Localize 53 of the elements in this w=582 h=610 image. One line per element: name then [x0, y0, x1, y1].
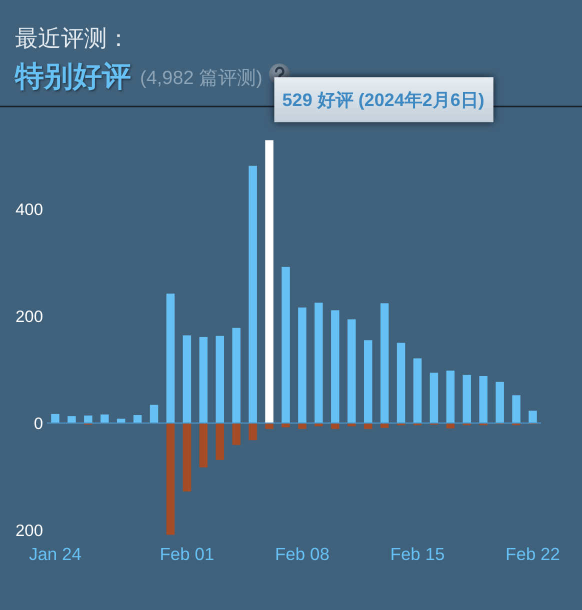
- bar: [133, 415, 142, 424]
- bar: [100, 414, 109, 424]
- bar: [232, 328, 240, 424]
- bar: [199, 336, 208, 424]
- bar: [512, 395, 520, 424]
- chart-subtitle: 特别好评: [14, 61, 131, 93]
- bar: [182, 335, 192, 424]
- text: (4,982 篇评测): [140, 68, 262, 89]
- bar: [265, 140, 274, 424]
- bar: [430, 372, 438, 424]
- x-tick-label: Feb 01: [160, 544, 214, 564]
- bar: [446, 370, 455, 424]
- bar: [282, 266, 290, 424]
- bar: [364, 423, 372, 429]
- chart-title: 最近评测：: [15, 25, 130, 51]
- bar: [84, 416, 92, 424]
- x-tick-label: Feb 22: [506, 544, 560, 564]
- bar: [496, 382, 504, 424]
- bar: [314, 302, 323, 424]
- bar: [380, 303, 389, 424]
- bar: [348, 319, 356, 424]
- bar: [298, 308, 306, 424]
- bar: [216, 423, 224, 460]
- bar: [528, 410, 537, 424]
- bar: [331, 423, 340, 429]
- bar: [51, 414, 60, 424]
- bar: [248, 423, 257, 440]
- bar: [331, 310, 340, 424]
- x-tick-label: Feb 15: [390, 544, 445, 564]
- bar: [413, 358, 422, 424]
- bar: [265, 423, 274, 429]
- y-tick-label: 0: [34, 414, 43, 433]
- x-tick-label: Jan 24: [28, 544, 82, 564]
- bar: [396, 342, 406, 424]
- bar: [479, 376, 488, 424]
- bar: [199, 423, 208, 468]
- bar: [232, 423, 240, 445]
- bar: [298, 423, 306, 429]
- bar: [364, 340, 372, 424]
- y-tick-label: 400: [15, 201, 43, 220]
- bar: [446, 423, 455, 428]
- y-tick-label: 200: [15, 308, 43, 326]
- bar: [166, 294, 175, 424]
- bar: [462, 374, 472, 424]
- x-tick-label: Feb 08: [274, 544, 330, 564]
- bar: [216, 336, 224, 424]
- bar: [68, 416, 76, 424]
- annotation: 529 好评 (2024年2月6日): [282, 90, 484, 110]
- bar: [248, 166, 257, 424]
- bar: [182, 423, 192, 492]
- y-tick-label: 200: [15, 522, 43, 540]
- bar: [150, 404, 158, 424]
- bar: [166, 423, 175, 535]
